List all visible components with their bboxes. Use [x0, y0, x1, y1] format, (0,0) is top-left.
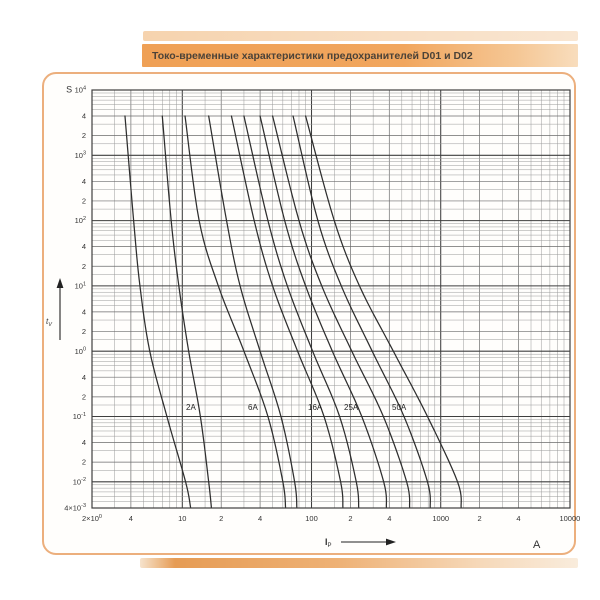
y-tick-label: 2 — [82, 262, 86, 271]
y-tick-label: 4 — [82, 373, 86, 382]
x-axis-arrow — [341, 538, 396, 546]
curve-25A-max — [271, 115, 411, 509]
curve-50A-min — [292, 115, 431, 509]
fuse-melting-curves — [124, 115, 462, 509]
x-tick-label: 4 — [516, 514, 520, 523]
title-banner-text: Токо-временные характеристики предохрани… — [152, 49, 473, 62]
bottom-accent-bar — [140, 558, 578, 568]
curve-labels: 2A 6A 16A 25A 50A — [186, 403, 407, 412]
curve-50A-max — [304, 115, 462, 509]
y-axis-tick-labels: S 104 4 2 103 4 2 102 4 2 101 4 2 100 4 2 10-1 4 2 10-2 4×1… — [64, 85, 86, 513]
y-tick-label: 4 — [82, 307, 86, 316]
x-tick-label: 4 — [387, 514, 391, 523]
x-axis-label: IP — [325, 537, 332, 549]
curve-2A-max — [161, 115, 213, 509]
curve-label-16A: 16A — [308, 403, 323, 412]
top-accent-stripe — [143, 31, 578, 41]
curve-6A-max — [208, 115, 298, 509]
x-tick-label: 100 — [305, 514, 318, 523]
curve-2A-min — [124, 115, 192, 509]
title-banner: Токо-временные характеристики предохрани… — [142, 44, 578, 67]
y-tick-label: 4 — [82, 177, 86, 186]
grid-lines — [92, 90, 570, 508]
y-tick-label: 2 — [82, 197, 86, 206]
x-tick-label: 1000 — [432, 514, 449, 523]
y-tick-label: 4 — [82, 112, 86, 121]
curve-label-6A: 6A — [248, 403, 258, 412]
x-tick-label: 2 — [348, 514, 352, 523]
x-tick-label: 10 — [178, 514, 186, 523]
y-tick-label: 2 — [82, 392, 86, 401]
y-tick-label: 10-1 — [73, 412, 86, 421]
curve-label-25A: 25A — [344, 403, 359, 412]
curve-label-2A: 2A — [186, 403, 196, 412]
x-tick-label: 10000 — [559, 514, 580, 523]
axis-annotations: tV IP A — [46, 278, 541, 551]
y-axis-arrow — [56, 278, 64, 340]
y-tick-label: 103 — [75, 151, 86, 160]
y-tick-label: 102 — [75, 216, 86, 225]
curve-6A-min — [184, 115, 287, 509]
x-axis-unit: A — [533, 539, 541, 551]
y-axis-label: tV — [46, 317, 53, 328]
y-tick-label: 2 — [82, 131, 86, 140]
x-tick-label: 2 — [478, 514, 482, 523]
y-tick-label: 4 — [82, 438, 86, 447]
y-tick-label: 2 — [82, 327, 86, 336]
x-tick-label: 2×100 — [82, 514, 102, 523]
y-tick-label: S 104 — [66, 85, 86, 95]
curve-25A-min — [259, 115, 388, 509]
y-tick-label: 4×10-3 — [64, 503, 86, 512]
x-tick-label: 2 — [219, 514, 223, 523]
x-axis-tick-labels: 2×100 4 10 2 4 100 2 4 1000 2 4 10000 — [82, 514, 580, 523]
y-tick-label: 10-2 — [73, 477, 86, 486]
y-tick-label: 100 — [75, 347, 86, 356]
y-tick-label: 101 — [75, 281, 86, 290]
plot-frame — [91, 89, 571, 509]
y-tick-label: 4 — [82, 242, 86, 251]
y-tick-label: 2 — [82, 458, 86, 467]
curve-label-50A: 50A — [392, 403, 407, 412]
x-tick-label: 4 — [258, 514, 262, 523]
curve-16A-max — [243, 115, 360, 509]
x-tick-label: 4 — [129, 514, 133, 523]
curve-16A-min — [230, 115, 344, 509]
